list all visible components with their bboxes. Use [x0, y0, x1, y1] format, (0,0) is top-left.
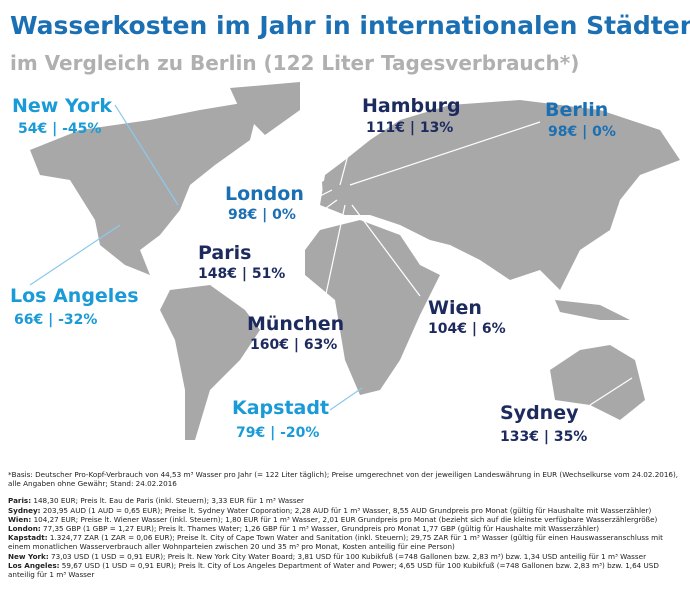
city-name: London	[225, 183, 304, 205]
notes: *Basis: Deutscher Pro-Kopf-Verbrauch von…	[8, 470, 684, 579]
greenland	[230, 82, 300, 135]
source-city: New York:	[8, 551, 49, 561]
city-price: 54€ | -45%	[18, 121, 101, 137]
city-name: Paris	[198, 242, 251, 264]
map: Wasserkosten im Jahr in internationalen …	[10, 11, 690, 445]
source-city: Paris:	[8, 496, 32, 506]
leader-line	[299, 189, 333, 207]
leader-line	[589, 377, 633, 406]
source-text: 59,67 USD (1 USD = 0,91 EUR); Preis lt. …	[8, 560, 659, 580]
city-price: 111€ | 13%	[366, 120, 453, 136]
source: London: 77,35 GBP (1 GBP = 1,27 EUR); Pr…	[8, 524, 684, 533]
source-text: 1.324,77 ZAR (1 ZAR = 0,06 EUR); Preise …	[8, 533, 663, 552]
leader-line	[114, 104, 179, 206]
source: Los Angeles: 59,67 USD (1 USD = 0,91 EUR…	[8, 561, 684, 579]
title: Wasserkosten im Jahr in internationalen …	[10, 11, 690, 40]
footnote: *Basis: Deutscher Pro-Kopf-Verbrauch von…	[8, 470, 679, 489]
indonesia	[555, 300, 630, 320]
city-price: 79€ | -20%	[236, 425, 319, 441]
source-text: 73,03 USD (1 USD = 0,91 EUR); Preis lt. …	[51, 551, 647, 561]
city-price: 148€ | 51%	[198, 266, 285, 282]
city-name: Wien	[428, 297, 482, 319]
source-city: Kapstadt:	[8, 533, 48, 543]
city-name: Berlin	[545, 99, 608, 121]
city-price: 104€ | 6%	[428, 321, 506, 337]
source-text: 77,35 GBP (1 GBP = 1,27 EUR); Preis lt. …	[43, 524, 600, 534]
leader-line	[349, 121, 541, 186]
australia	[550, 345, 645, 420]
leader-line	[254, 199, 338, 261]
north-america	[30, 100, 260, 275]
africa	[305, 220, 440, 395]
city-price: 98€ | 0%	[228, 207, 296, 223]
city-name: New York	[12, 95, 112, 117]
source: New York: 73,03 USD (1 USD = 0,91 EUR); …	[8, 552, 684, 561]
source: Wien: 104,27 EUR; Preise lt. Wiener Wass…	[8, 515, 684, 524]
source-city: Wien:	[8, 514, 32, 524]
leader-line	[329, 387, 363, 411]
source-city: Sydney:	[8, 505, 41, 515]
source-text: 104,27 EUR; Preise lt. Wiener Wasser (in…	[33, 514, 658, 524]
continents	[30, 82, 680, 440]
city-price: 66€ | -32%	[14, 312, 97, 328]
leader-line	[351, 204, 421, 297]
city-price: 133€ | 35%	[500, 429, 587, 445]
source-text: 203,95 AUD (1 AUD = 0,65 EUR); Preise lt…	[42, 505, 652, 515]
source: Sydney: 203,95 AUD (1 AUD = 0,65 EUR); P…	[8, 506, 684, 515]
source-text: 148,30 EUR; Preis lt. Eau de Paris (inkl…	[33, 496, 305, 506]
leader-line	[339, 139, 353, 186]
source-city: Los Angeles:	[8, 560, 60, 570]
source: Kapstadt: 1.324,77 ZAR (1 ZAR = 0,06 EUR…	[8, 533, 684, 551]
south-america	[160, 285, 260, 440]
city-name: Sydney	[500, 402, 579, 424]
source: Paris: 148,30 EUR; Preis lt. Eau de Pari…	[8, 496, 684, 505]
city-price: 98€ | 0%	[548, 124, 616, 140]
city-name: München	[247, 313, 344, 335]
city-name: Hamburg	[362, 95, 461, 117]
subtitle: im Vergleich zu Berlin (122 Liter Tagesv…	[10, 51, 579, 75]
city-name: Kapstadt	[232, 397, 329, 419]
leader-line	[29, 224, 121, 286]
eurasia	[320, 100, 680, 290]
city-name: Los Angeles	[10, 285, 139, 307]
city-price: 160€ | 63%	[250, 337, 337, 353]
source-city: London:	[8, 524, 41, 534]
leader-line	[319, 204, 346, 323]
britain	[322, 175, 335, 197]
